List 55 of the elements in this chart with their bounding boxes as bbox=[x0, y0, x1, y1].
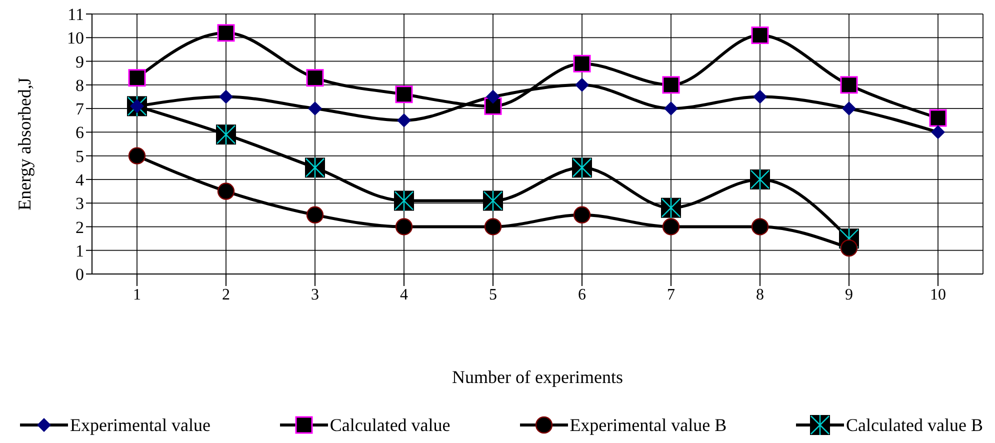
x-tick-label: 2 bbox=[222, 286, 230, 304]
point bbox=[128, 147, 146, 164]
x-tick-label: 10 bbox=[930, 286, 946, 304]
y-tick-label: 9 bbox=[76, 52, 84, 72]
y-tick-label: 5 bbox=[76, 146, 84, 166]
point bbox=[931, 125, 945, 140]
x-tick-label: 6 bbox=[578, 286, 586, 304]
point bbox=[217, 182, 235, 200]
x-tick-label: 3 bbox=[311, 286, 319, 304]
point bbox=[840, 76, 858, 94]
point bbox=[219, 90, 233, 104]
y-tick-label: 1 bbox=[76, 241, 84, 260]
point bbox=[929, 109, 947, 127]
point bbox=[395, 86, 413, 104]
legend-label: Experimental value B bbox=[570, 414, 727, 436]
y-tick-label: 0 bbox=[76, 265, 84, 284]
point bbox=[751, 26, 769, 44]
point bbox=[217, 24, 235, 42]
point bbox=[751, 218, 769, 236]
y-tick-label: 4 bbox=[76, 170, 84, 190]
y-tick-label: 8 bbox=[76, 76, 84, 95]
point bbox=[397, 113, 411, 128]
x-tick-label: 1 bbox=[133, 286, 141, 304]
point bbox=[575, 78, 589, 92]
y-tick-label: 11 bbox=[68, 5, 84, 24]
x-tick-label: 4 bbox=[400, 286, 408, 304]
point bbox=[306, 206, 324, 224]
point bbox=[484, 218, 502, 236]
x-tick-label: 8 bbox=[756, 286, 764, 304]
y-tick-label: 6 bbox=[76, 123, 84, 142]
point bbox=[128, 69, 146, 87]
point bbox=[840, 239, 858, 257]
x-axis-title: Number of experiments bbox=[452, 366, 623, 387]
x-tick-label: 5 bbox=[489, 286, 497, 304]
legend-label: Experimental value bbox=[70, 414, 210, 436]
y-tick-label: 3 bbox=[76, 194, 84, 214]
point bbox=[664, 102, 678, 116]
point bbox=[573, 206, 591, 224]
point bbox=[306, 69, 324, 87]
point bbox=[486, 90, 500, 104]
point bbox=[662, 76, 680, 94]
legend-label: Calculated value bbox=[330, 414, 450, 436]
y-tick-label: 2 bbox=[76, 218, 84, 237]
point bbox=[842, 102, 856, 116]
legend-label: Calculated value B bbox=[846, 414, 983, 436]
point bbox=[662, 218, 680, 236]
point bbox=[395, 218, 413, 236]
point bbox=[753, 90, 767, 104]
point bbox=[308, 102, 322, 116]
y-axis-title: Energy absorbed,J bbox=[14, 78, 34, 210]
y-tick-label: 7 bbox=[76, 100, 84, 119]
y-tick-label: 10 bbox=[67, 28, 84, 48]
point bbox=[573, 54, 591, 72]
x-tick-label: 7 bbox=[667, 286, 675, 304]
x-tick-label: 9 bbox=[845, 286, 853, 304]
